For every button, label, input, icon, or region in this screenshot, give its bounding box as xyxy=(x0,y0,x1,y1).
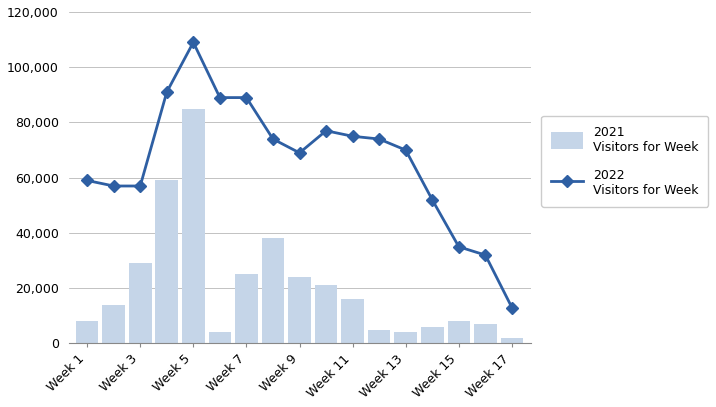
Bar xyxy=(208,333,231,344)
Bar xyxy=(500,338,523,344)
2022
Visitors for Week xyxy=(268,137,277,142)
2022
Visitors for Week xyxy=(481,253,490,258)
Bar xyxy=(368,330,390,344)
Line: 2022
Visitors for Week: 2022 Visitors for Week xyxy=(83,38,516,312)
2022
Visitors for Week xyxy=(375,137,384,142)
Bar xyxy=(315,285,337,344)
2022
Visitors for Week xyxy=(455,244,463,249)
Bar xyxy=(182,109,205,344)
2022
Visitors for Week xyxy=(110,184,118,188)
2022
Visitors for Week xyxy=(216,95,224,100)
Bar xyxy=(448,322,470,344)
2022
Visitors for Week xyxy=(428,197,437,202)
2022
Visitors for Week xyxy=(242,95,251,100)
2022
Visitors for Week xyxy=(348,134,357,139)
Bar xyxy=(235,274,258,344)
Bar xyxy=(261,239,284,344)
Bar xyxy=(102,305,125,344)
2022
Visitors for Week xyxy=(136,184,145,188)
2022
Visitors for Week xyxy=(163,90,171,94)
Bar xyxy=(395,333,417,344)
2022
Visitors for Week xyxy=(295,151,304,155)
Legend: 2021
Visitors for Week, 2022
Visitors for Week: 2021 Visitors for Week, 2022 Visitors fo… xyxy=(541,116,708,207)
Bar xyxy=(155,180,178,344)
2022
Visitors for Week xyxy=(402,148,410,153)
2022
Visitors for Week xyxy=(508,305,516,310)
Bar xyxy=(289,277,311,344)
2022
Visitors for Week xyxy=(83,178,92,183)
Bar xyxy=(76,322,98,344)
2022
Visitors for Week xyxy=(189,40,198,45)
Bar xyxy=(474,324,497,344)
Bar xyxy=(342,299,364,344)
Bar xyxy=(129,263,152,344)
2022
Visitors for Week xyxy=(321,128,330,133)
Bar xyxy=(421,327,443,344)
